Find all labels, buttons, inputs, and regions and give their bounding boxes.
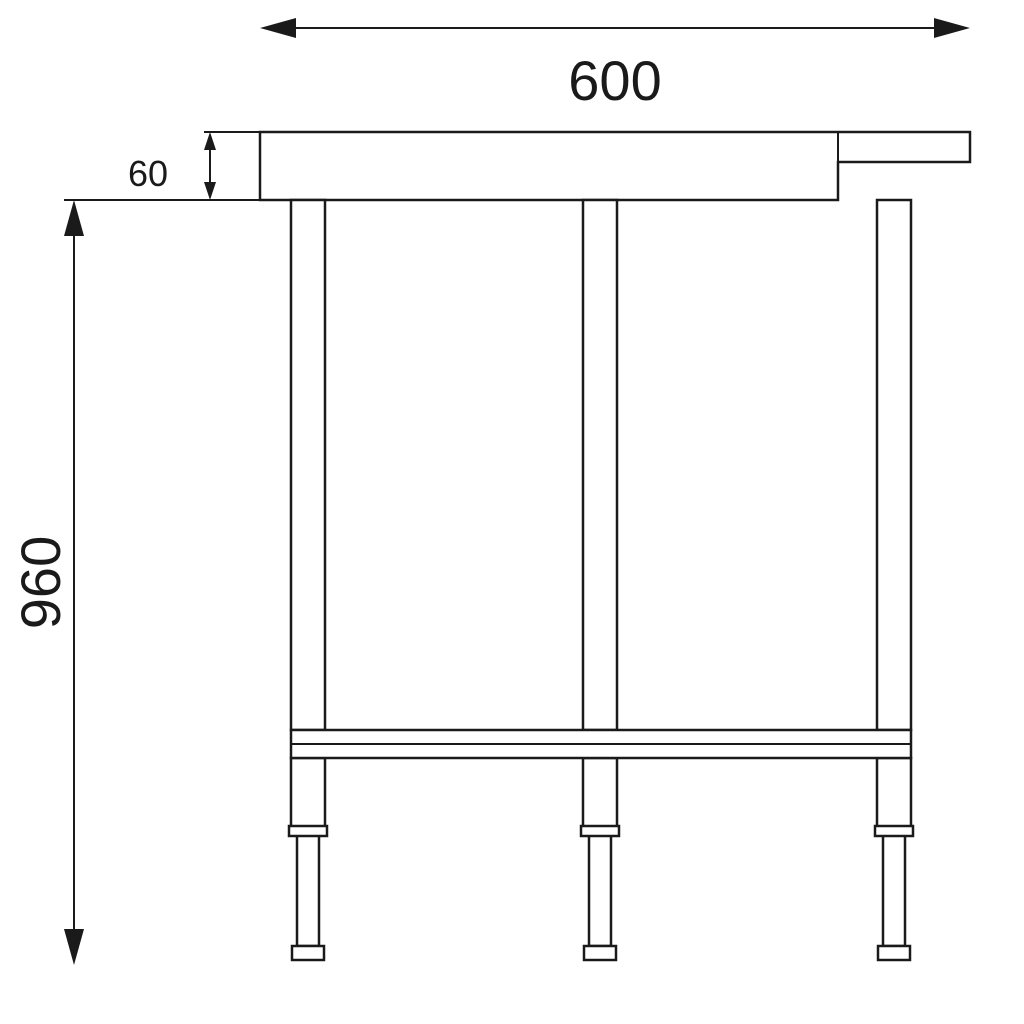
arrowhead: [204, 132, 216, 150]
dim-width-label: 600: [568, 49, 661, 112]
foot-collar-0: [289, 826, 327, 836]
foot-pad-0: [292, 946, 324, 960]
arrowhead: [64, 929, 84, 965]
leg-upper-0: [291, 200, 325, 730]
leg-lower-2: [877, 758, 911, 832]
leg-upper-1: [583, 200, 617, 730]
leg-lower-0: [291, 758, 325, 832]
foot-tube-0: [297, 832, 319, 946]
arrowhead: [260, 18, 296, 38]
leg-upper-2: [877, 200, 911, 730]
arrowhead: [64, 200, 84, 236]
dimension-drawing: 600 960 60: [0, 0, 1024, 1024]
foot-tube-1: [589, 832, 611, 946]
arrowhead: [934, 18, 970, 38]
dim-height-label: 960: [9, 536, 72, 629]
worktop: [260, 132, 970, 200]
arrowhead: [204, 182, 216, 200]
foot-collar-1: [581, 826, 619, 836]
foot-tube-2: [883, 832, 905, 946]
foot-pad-2: [878, 946, 910, 960]
foot-pad-1: [584, 946, 616, 960]
foot-collar-2: [875, 826, 913, 836]
dim-rail-label: 60: [128, 153, 168, 194]
leg-lower-1: [583, 758, 617, 832]
